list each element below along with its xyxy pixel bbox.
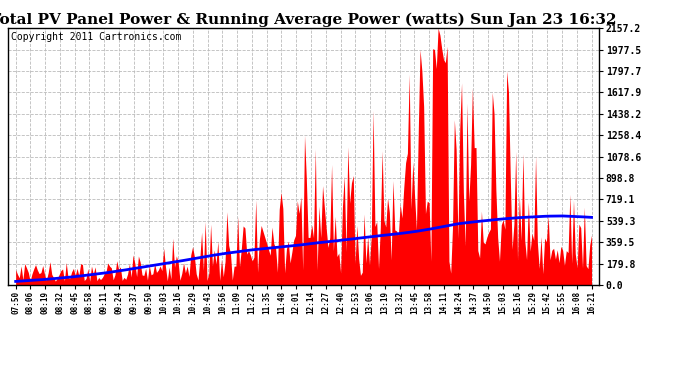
Title: Total PV Panel Power & Running Average Power (watts) Sun Jan 23 16:32: Total PV Panel Power & Running Average P… — [0, 13, 617, 27]
Text: Copyright 2011 Cartronics.com: Copyright 2011 Cartronics.com — [11, 32, 181, 42]
